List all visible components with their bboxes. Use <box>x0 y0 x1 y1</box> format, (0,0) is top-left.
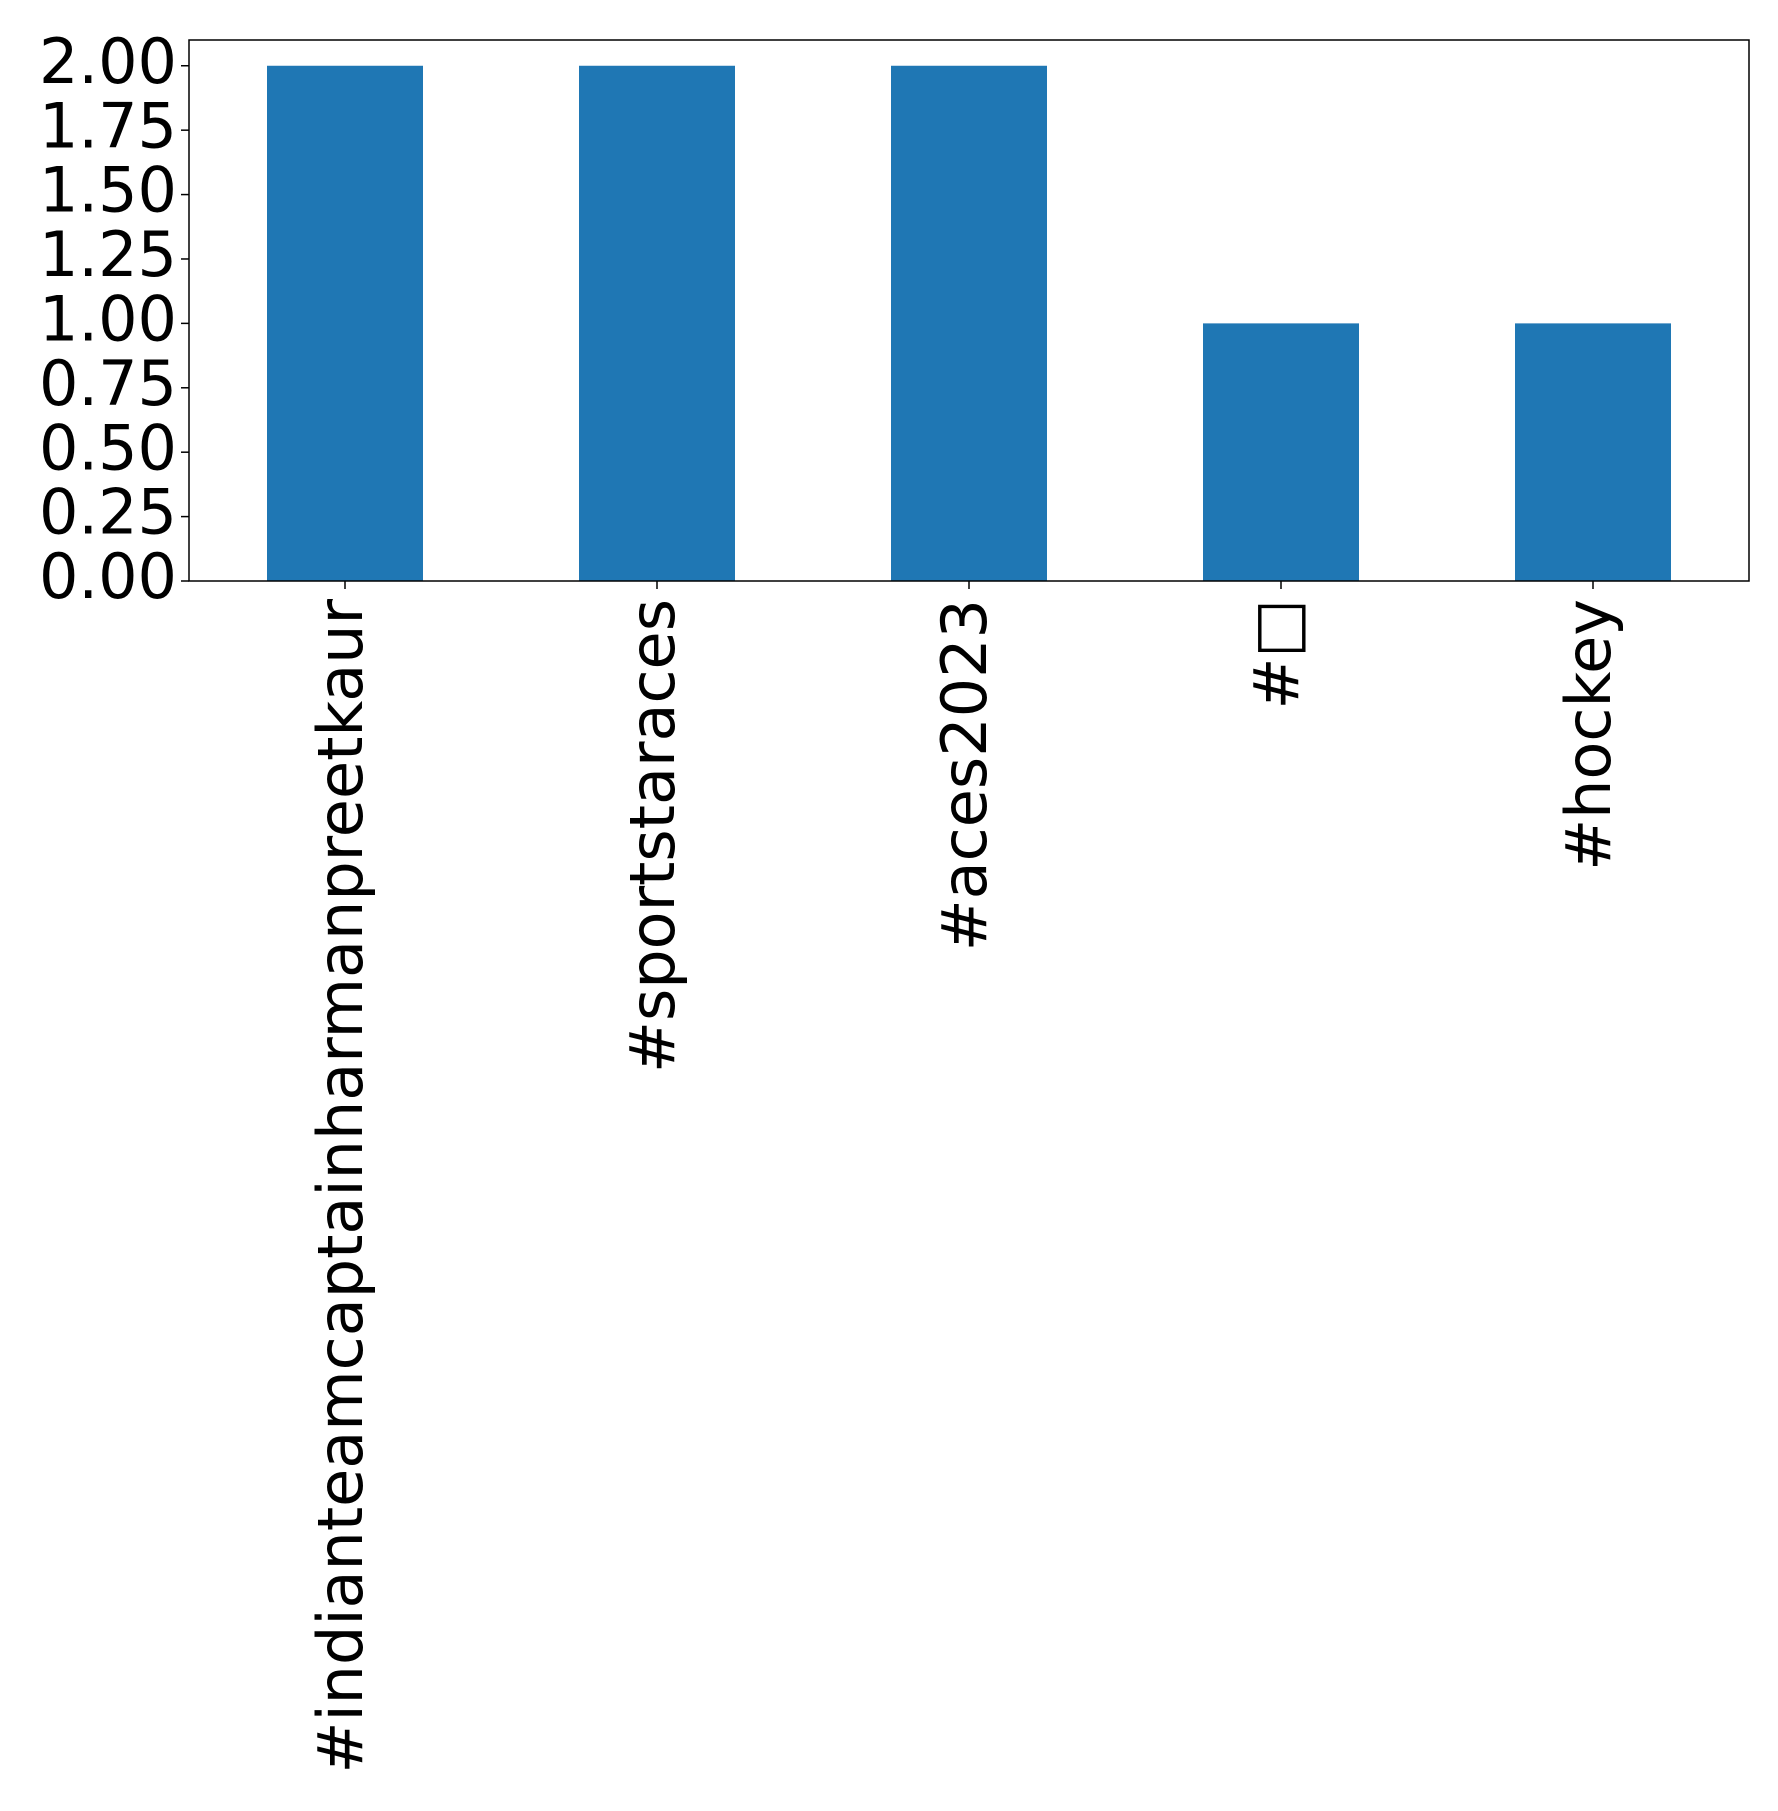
x-tick-label: #aces2023 <box>928 599 1001 951</box>
bar <box>579 65 735 581</box>
x-tick-label: #□ <box>1240 599 1313 710</box>
y-tick-label: 0.25 <box>39 476 177 549</box>
bar <box>267 65 423 581</box>
y-tick-label: 0.00 <box>39 540 177 613</box>
plot-frame <box>188 39 1750 582</box>
y-tick-label: 1.00 <box>39 282 177 355</box>
x-tick-label: #hockey <box>1552 599 1625 871</box>
y-tick-label: 2.00 <box>39 25 177 98</box>
bar <box>891 65 1047 581</box>
bar <box>1203 323 1359 581</box>
x-tick-label: #indianteamcaptainharmanpreetkaur <box>304 599 377 1774</box>
y-tick-label: 1.25 <box>39 218 177 291</box>
y-tick-label: 0.75 <box>39 347 177 420</box>
y-tick-label: 1.75 <box>39 89 177 162</box>
bar <box>1515 323 1671 581</box>
y-tick-label: 0.50 <box>39 411 177 484</box>
x-tick-label: #sportstaraces <box>616 599 689 1073</box>
y-tick-label: 1.50 <box>39 154 177 227</box>
